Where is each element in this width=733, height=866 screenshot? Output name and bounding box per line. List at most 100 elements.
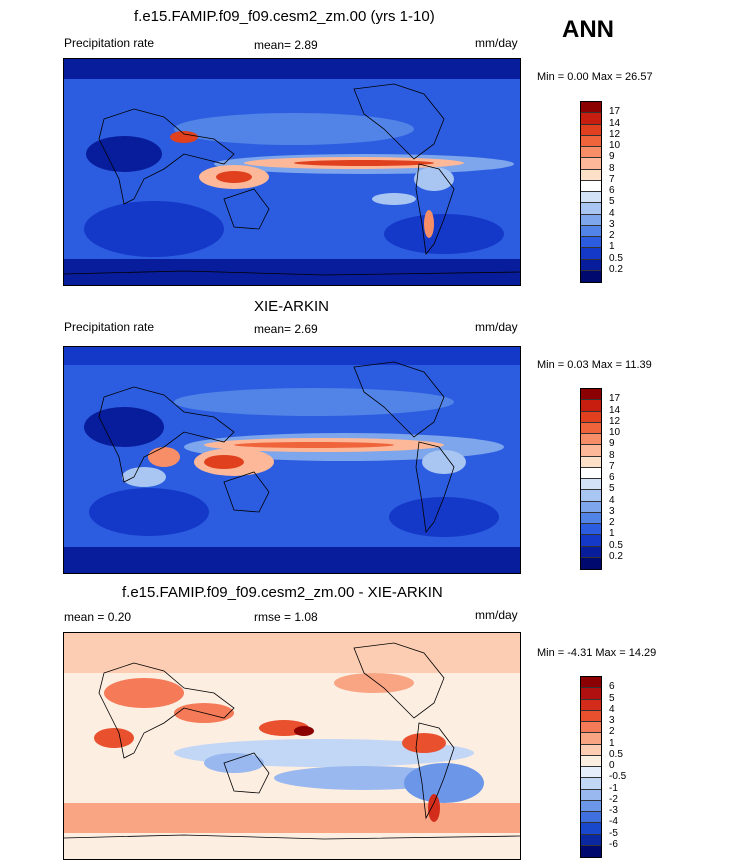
colorbar-tick-label: 1	[609, 737, 615, 749]
colorbar-segment	[581, 501, 601, 513]
colorbar-tick-label: 0.2	[609, 263, 623, 275]
colorbar-tick-label: 0.5	[609, 252, 623, 264]
colorbar-segment	[581, 158, 601, 170]
colorbar-segment	[581, 524, 601, 536]
colorbar-tick-label: 5	[609, 483, 615, 495]
colorbar-segment	[581, 834, 601, 846]
colorbar-segment	[581, 456, 601, 468]
colorbar-tick-label: 7	[609, 460, 615, 472]
colorbar-tick-label: 3	[609, 505, 615, 517]
colorbar-tick-label: -5	[609, 827, 618, 839]
colorbar-tick-label: 10	[609, 427, 621, 438]
colorbar-tick-label: -4	[609, 816, 618, 828]
panel3-map	[63, 632, 521, 860]
colorbar-segment	[581, 789, 601, 801]
colorbar-segment	[581, 400, 601, 412]
panel1-map	[63, 58, 521, 286]
colorbar-tick-label: -2	[609, 793, 618, 805]
colorbar-tick-label: -0.5	[609, 771, 627, 783]
colorbar-tick-label: 1	[609, 241, 615, 253]
colorbar-tick-label: 14	[609, 117, 621, 129]
colorbar-tick-label: 5	[609, 692, 615, 704]
panel1-variable-label: Precipitation rate	[64, 36, 155, 50]
colorbar-tick-label: 2	[609, 726, 615, 738]
colorbar-segment	[581, 113, 601, 125]
colorbar-segment	[581, 733, 601, 745]
colorbar-segment	[581, 225, 601, 237]
colorbar-segment	[581, 467, 601, 479]
colorbar-segment	[581, 434, 601, 446]
panel2-mean-label: mean= 2.69	[254, 322, 318, 336]
colorbar-segment	[581, 546, 601, 558]
panel2-title: XIE-ARKIN	[254, 298, 330, 315]
panel1-colorbar	[580, 101, 602, 283]
colorbar-segment	[581, 699, 601, 711]
colorbar-segment	[581, 845, 601, 857]
colorbar-tick-label: 4	[609, 207, 615, 219]
panel2-variable-label: Precipitation rate	[64, 320, 155, 334]
colorbar-tick-label: 6	[609, 681, 615, 693]
colorbar-tick-label: 9	[609, 438, 615, 450]
season-label: ANN	[562, 16, 614, 43]
panel3-colorbar	[580, 676, 602, 858]
colorbar-segment	[581, 422, 601, 434]
colorbar-segment	[581, 102, 601, 114]
colorbar-segment	[581, 411, 601, 423]
colorbar-segment	[581, 259, 601, 271]
panel3-rmse-label: rmse = 1.08	[254, 610, 318, 624]
panel3-mean-label: mean = 0.20	[64, 610, 132, 624]
panel2-colorbar	[580, 388, 602, 570]
colorbar-tick-label: 17	[609, 393, 621, 405]
colorbar-segment	[581, 237, 601, 249]
colorbar-tick-label: 10	[609, 140, 621, 151]
panel3-units-label: mm/day	[475, 608, 518, 622]
colorbar-segment	[581, 248, 601, 260]
colorbar-tick-label: 4	[609, 494, 615, 506]
panel1-units-label: mm/day	[475, 36, 518, 50]
colorbar-tick-label: 14	[609, 404, 621, 416]
colorbar-segment	[581, 214, 601, 226]
colorbar-segment	[581, 722, 601, 734]
colorbar-tick-label: 3	[609, 715, 615, 726]
colorbar-tick-label: 8	[609, 449, 615, 461]
colorbar-segment	[581, 744, 601, 756]
colorbar-tick-label: 6	[609, 472, 615, 483]
colorbar-segment	[581, 169, 601, 181]
panel3-title: f.e15.FAMIP.f09_f09.cesm2_zm.00 - XIE-AR…	[122, 584, 443, 601]
colorbar-segment	[581, 490, 601, 502]
colorbar-tick-label: -6	[609, 838, 618, 850]
colorbar-tick-label: 6	[609, 185, 615, 196]
colorbar-tick-label: -1	[609, 782, 618, 794]
colorbar-tick-label: 3	[609, 218, 615, 230]
colorbar-segment	[581, 135, 601, 147]
colorbar-segment	[581, 778, 601, 790]
colorbar-segment	[581, 512, 601, 524]
colorbar-segment	[581, 823, 601, 835]
panel1-mean-label: mean= 2.89	[254, 38, 318, 52]
colorbar-segment	[581, 710, 601, 722]
colorbar-tick-label: -3	[609, 805, 618, 816]
colorbar-tick-label: 2	[609, 230, 615, 241]
colorbar-tick-label: 1	[609, 528, 615, 540]
panel3-minmax-label: Min = -4.31 Max = 14.29	[537, 647, 657, 659]
colorbar-segment	[581, 445, 601, 457]
colorbar-tick-label: 12	[609, 128, 621, 140]
colorbar-tick-label: 8	[609, 162, 615, 174]
colorbar-segment	[581, 389, 601, 401]
panel2-minmax-label: Min = 0.03 Max = 11.39	[537, 359, 652, 371]
colorbar-segment	[581, 812, 601, 824]
colorbar-segment	[581, 677, 601, 689]
colorbar-segment	[581, 203, 601, 215]
colorbar-tick-label: 4	[609, 703, 615, 715]
colorbar-segment	[581, 479, 601, 491]
colorbar-tick-label: 0.5	[609, 748, 623, 760]
colorbar-segment	[581, 755, 601, 767]
colorbar-tick-label: 0.2	[609, 550, 623, 562]
colorbar-segment	[581, 147, 601, 159]
colorbar-tick-label: 5	[609, 196, 615, 208]
colorbar-tick-label: 12	[609, 415, 621, 427]
panel1-minmax-label: Min = 0.00 Max = 26.57	[537, 71, 653, 83]
colorbar-tick-label: 17	[609, 106, 621, 118]
colorbar-segment	[581, 180, 601, 192]
panel2-map	[63, 346, 521, 574]
